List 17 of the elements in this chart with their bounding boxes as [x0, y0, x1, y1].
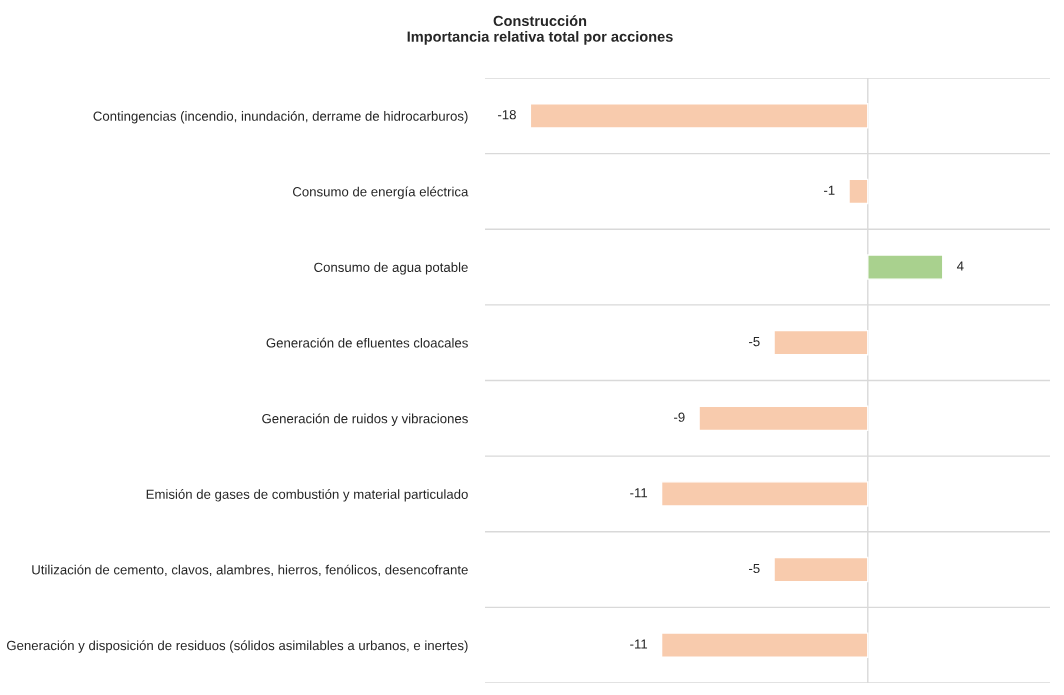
data-label: -11: [630, 639, 648, 649]
chart-title: Construcción Importancia relativa total por acciones: [407, 15, 673, 45]
y-tick-label: Consumo de energía eléctrica: [292, 186, 469, 200]
y-tick-label: Generación y disposición de residuos (sólidos asimilables a urbanos, e inertes): [6, 640, 468, 653]
data-label: 4: [956, 261, 964, 271]
y-tick-label: Contingencias (incendio, inundación, derrame de hidrocarburos): [93, 110, 468, 124]
y-tick-label: Consumo de agua potable: [314, 262, 468, 275]
data-label: -18: [497, 110, 516, 120]
y-tick-label: Generación de efluentes cloacales: [266, 337, 468, 348]
data-label: -9: [674, 412, 685, 422]
data-label: -5: [749, 337, 760, 347]
data-label: -11: [630, 488, 648, 498]
data-label: -5: [749, 563, 760, 574]
y-tick-label: Emisión de gases de combustión y material particulado: [146, 489, 468, 502]
data-label: -1: [824, 185, 835, 195]
y-tick-label: Generación de ruidos y vibraciones: [262, 413, 468, 426]
y-tick-label: Utilización de cemento, clavos, alambres, hierros, fenólicos, desencofrante: [32, 564, 468, 577]
